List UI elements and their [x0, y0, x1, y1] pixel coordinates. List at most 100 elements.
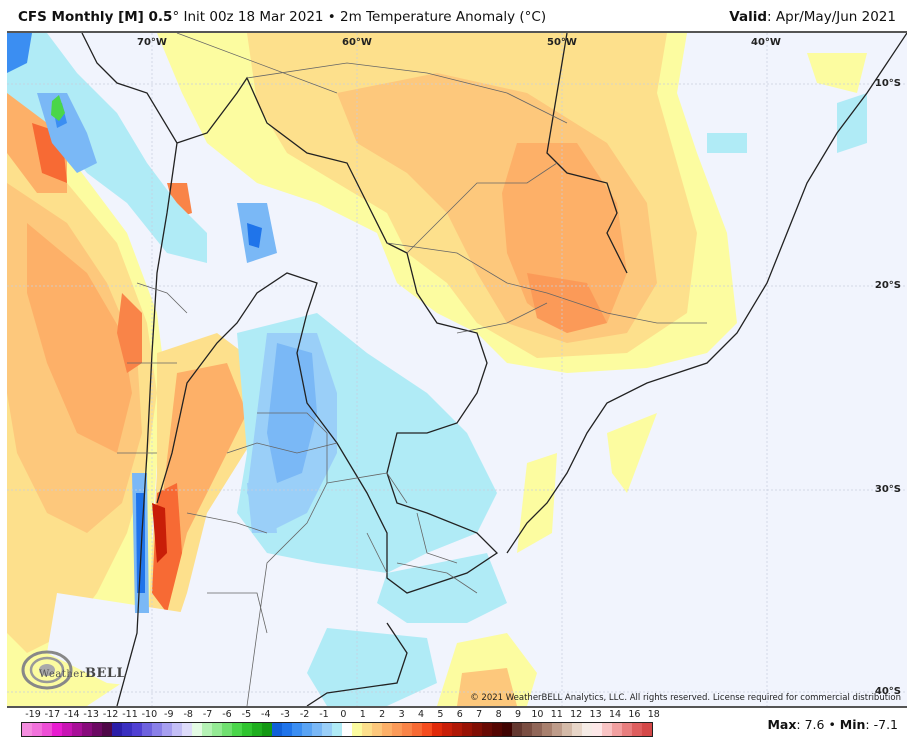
colorbar-swatch: [172, 723, 182, 736]
logo-text: WeatherBELL: [39, 666, 127, 681]
colorbar-swatch: [432, 723, 442, 736]
colorbar-tick: -14: [64, 709, 80, 720]
colorbar-tick: 18: [647, 709, 660, 720]
colorbar-tick: -3: [280, 709, 290, 720]
colorbar-swatch: [592, 723, 602, 736]
colorbar-swatch: [242, 723, 252, 736]
colorbar-swatch: [602, 723, 612, 736]
chart-title: CFS Monthly [M] 0.5° Init 00z 18 Mar 202…: [18, 9, 546, 25]
weatherbell-logo: WeatherBELL: [19, 647, 126, 693]
colorbar-tick: -1: [319, 709, 329, 720]
colorbar-tick: 0: [340, 709, 347, 720]
latitude-label: 40°S: [874, 686, 901, 697]
colorbar-swatch: [272, 723, 282, 736]
colorbar-tick: 14: [608, 709, 622, 720]
latitude-label: 10°S: [874, 78, 901, 89]
colorbar-swatch: [642, 723, 652, 736]
valid-period: Valid: Apr/May/Jun 2021: [729, 9, 896, 25]
colorbar-tick: 5: [437, 709, 444, 720]
graticule: [7, 33, 907, 706]
colorbar-swatch: [292, 723, 302, 736]
colorbar-tick: 4: [417, 709, 425, 720]
colorbar-swatch: [62, 723, 72, 736]
header: CFS Monthly [M] 0.5° Init 00z 18 Mar 202…: [0, 0, 914, 30]
colorbar-swatch: [622, 723, 632, 736]
colorbar-swatch: [52, 723, 62, 736]
colorbar-swatch: [252, 723, 262, 736]
colorbar-tick: 16: [628, 709, 641, 720]
colorbar-swatch: [72, 723, 82, 736]
country-borders: [81, 33, 907, 706]
colorbar-swatch: [462, 723, 472, 736]
colorbar-swatch: [512, 723, 522, 736]
colorbar-swatch: [442, 723, 452, 736]
colorbar-swatch: [152, 723, 162, 736]
colorbar-swatch: [142, 723, 152, 736]
map-canvas: [7, 33, 907, 706]
valid-label: Valid: [729, 9, 768, 25]
longitude-label: 50°W: [547, 37, 577, 48]
colorbar-tick: 7: [476, 709, 483, 720]
anomaly-map: 70°W 60°W 50°W 40°W 10°S 20°S 30°S 40°S …: [7, 31, 907, 708]
colorbar-swatch: [262, 723, 272, 736]
colorbar-tick: 13: [589, 709, 602, 720]
colorbar-swatch: [542, 723, 552, 736]
colorbar-tick: 1: [359, 709, 366, 720]
latitude-label: 30°S: [874, 484, 901, 495]
colorbar-tick: 9: [514, 709, 522, 720]
colorbar-swatch: [192, 723, 202, 736]
warm-anomaly-atlantic: [437, 53, 867, 706]
min-label: Min: [839, 717, 866, 732]
longitude-label: 40°W: [751, 37, 781, 48]
colorbar-swatch: [472, 723, 482, 736]
colorbar-tick: -7: [202, 709, 213, 720]
model-name: CFS Monthly [M] 0.5: [18, 9, 173, 25]
latitude-label: 20°S: [874, 280, 901, 291]
colorbar-swatch: [302, 723, 312, 736]
colorbar-tick: -13: [83, 709, 99, 720]
colorbar-swatch: [532, 723, 542, 736]
colorbar-swatch: [352, 723, 362, 736]
colorbar-swatch: [372, 723, 382, 736]
colorbar-tick: -12: [102, 709, 119, 720]
cool-anomaly-andes: [7, 33, 277, 613]
degree-symbol: °: [172, 9, 180, 25]
colorbar-tick: -11: [122, 709, 138, 720]
colorbar-swatch: [632, 723, 642, 736]
colorbar-swatch: [572, 723, 582, 736]
colorbar-tick: 12: [570, 709, 583, 720]
colorbar-tick-labels: -19 -17 -14 -13 -12 -11 -10 -9 -8 -7 -6 -5 -4 -3 -2 -1 0…: [21, 709, 661, 721]
colorbar-swatch: [412, 723, 422, 736]
colorbar-swatch: [342, 723, 352, 736]
colorbar-swatch: [522, 723, 532, 736]
colorbar: [21, 722, 653, 737]
min-value: : -7.1: [865, 717, 898, 732]
colorbar-swatch: [612, 723, 622, 736]
colorbar-swatch: [42, 723, 52, 736]
colorbar-tick: -6: [222, 709, 232, 720]
colorbar-tick: 10: [531, 709, 544, 720]
max-value: : 7.6 •: [796, 717, 840, 732]
colorbar-swatch: [32, 723, 42, 736]
colorbar-swatch: [222, 723, 232, 736]
colorbar-swatch: [202, 723, 212, 736]
swirl-icon: [21, 650, 73, 690]
colorbar-swatch: [22, 723, 32, 736]
colorbar-swatch: [482, 723, 492, 736]
colorbar-tick: -9: [164, 709, 174, 720]
longitude-label: 60°W: [342, 37, 372, 48]
colorbar-tick: -8: [183, 709, 193, 720]
colorbar-swatch: [102, 723, 112, 736]
colorbar-tick: -4: [261, 709, 271, 720]
colorbar-tick: 11: [550, 709, 563, 720]
warm-anomaly-pacific: [7, 73, 167, 706]
colorbar-tick: -19: [25, 709, 41, 720]
state-borders: [117, 33, 707, 706]
colorbar-swatch: [122, 723, 132, 736]
colorbar-swatch: [282, 723, 292, 736]
colorbar-swatch: [162, 723, 172, 736]
colorbar-swatch: [392, 723, 402, 736]
max-label: Max: [767, 717, 797, 732]
colorbar-swatch: [232, 723, 242, 736]
title-details: Init 00z 18 Mar 2021 • 2m Temperature An…: [179, 9, 547, 25]
